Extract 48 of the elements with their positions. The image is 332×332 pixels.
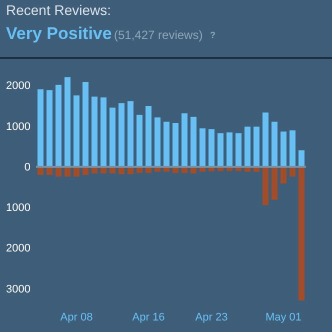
bar [110,108,116,167]
bar [82,82,88,167]
x-tick-label: Apr 16 [132,312,165,324]
bar [262,166,268,206]
bar [164,122,170,167]
bar [208,129,214,167]
bar [272,122,278,167]
bar [182,113,188,167]
bar [136,114,142,167]
bar [200,128,206,167]
bar [56,84,62,167]
bar [298,166,304,301]
y-tick-label: 3000 [6,283,30,296]
bar [272,166,278,200]
bar [128,101,134,167]
bar [190,116,196,167]
bar [262,112,268,167]
bar [290,130,296,167]
bar [118,103,124,167]
bar [218,133,224,167]
y-tick-label: 1000 [6,202,30,214]
y-tick-label: 2000 [6,242,30,255]
bar [236,133,242,167]
bar [280,132,286,167]
bar [226,132,232,167]
bar [244,126,250,167]
bar [64,77,70,167]
bar [38,89,44,167]
x-tick-label: May 01 [265,312,302,324]
y-tick-label: 1000 [6,120,30,133]
bar [172,123,178,167]
bar [100,97,106,167]
bar [280,166,286,184]
bar [154,117,160,167]
bar [254,126,260,167]
y-tick-label: 0 [24,161,30,174]
bar [92,96,98,167]
y-tick-label: 2000 [6,80,30,92]
text: (51,427 reviews) [114,28,203,42]
bar [46,90,52,167]
x-tick-label: Apr 08 [60,312,93,324]
bar [298,150,304,167]
text: ? [210,30,216,40]
bar [74,95,80,167]
chart-subtitle: Very Positive [6,24,112,43]
x-tick-label: Apr 23 [195,312,228,324]
chart-title: Recent Reviews: [6,2,112,18]
bar [146,106,152,167]
